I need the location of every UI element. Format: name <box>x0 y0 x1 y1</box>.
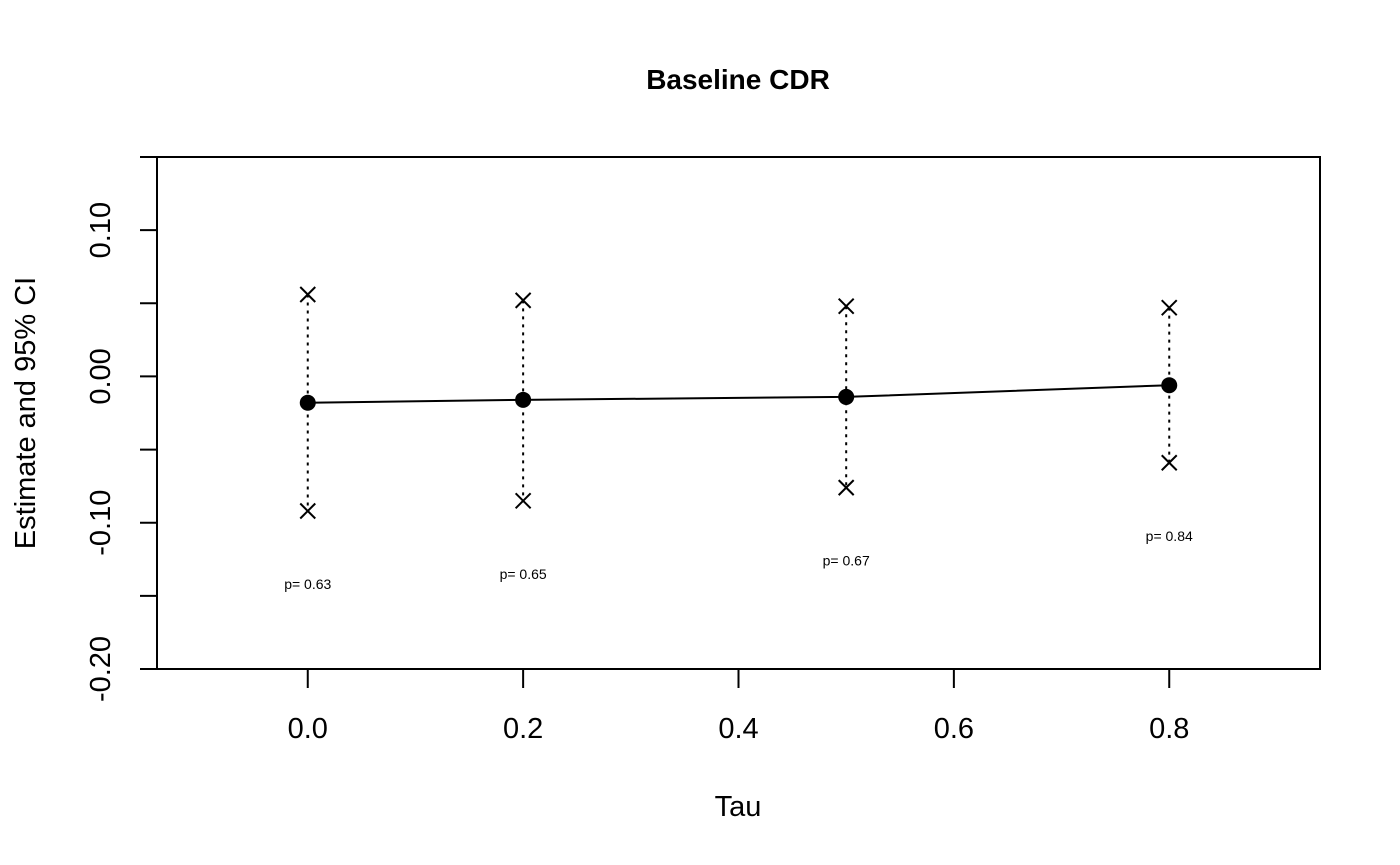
marker-stroke <box>1161 454 1178 471</box>
x-tick-label: 0.4 <box>718 713 758 745</box>
marker-stroke <box>514 292 532 309</box>
x-tick-label: 0.8 <box>1149 713 1189 745</box>
y-tick-label: 0.00 <box>85 348 117 404</box>
p-value-label: p= 0.84 <box>1146 528 1193 544</box>
ci-upper-marker <box>837 298 855 315</box>
ci-lower-marker <box>514 492 532 509</box>
marker-stroke <box>837 298 855 315</box>
x-tick-label: 0.2 <box>503 713 543 745</box>
y-axis: -0.20 -0.10 0.00 0.10 <box>85 156 157 702</box>
ci-lower-marker <box>1161 454 1178 471</box>
y-tick-label: -0.20 <box>85 636 117 702</box>
estimate-points <box>299 377 1178 411</box>
estimate-series <box>307 384 1170 404</box>
ci-markers <box>299 286 1178 520</box>
p-value-label: p= 0.63 <box>284 576 331 592</box>
marker-stroke <box>514 492 532 509</box>
estimate-point <box>515 391 532 408</box>
x-axis-label: Tau <box>715 791 762 823</box>
estimate-line <box>307 384 1170 404</box>
marker-stroke <box>299 286 316 303</box>
ci-upper-marker <box>514 292 532 309</box>
ci-lines <box>306 294 1171 512</box>
x-tick-label: 0.6 <box>934 713 974 745</box>
x-tick-label: 0.0 <box>288 713 328 745</box>
y-axis-label: Estimate and 95% CI <box>10 277 42 549</box>
marker-stroke <box>299 502 316 520</box>
marker-stroke <box>1161 299 1178 316</box>
estimate-point <box>838 388 855 405</box>
x-axis: 0.0 0.2 0.4 0.6 0.8 <box>288 669 1189 745</box>
ci-lower-marker <box>837 479 855 496</box>
p-value-labels: p= 0.63 p= 0.65 p= 0.67 p= 0.84 <box>284 528 1193 592</box>
ci-upper-marker <box>299 286 316 303</box>
estimate-point <box>299 394 316 411</box>
ci-upper-marker <box>1161 299 1178 316</box>
chart-title: Baseline CDR <box>646 64 830 95</box>
p-value-label: p= 0.67 <box>823 553 870 569</box>
ci-lower-marker <box>299 502 316 520</box>
marker-stroke <box>837 479 855 496</box>
p-value-label: p= 0.65 <box>500 566 547 582</box>
y-tick-label: 0.10 <box>85 202 117 258</box>
estimate-point <box>1161 377 1178 394</box>
y-tick-label: -0.10 <box>85 490 117 556</box>
plot-frame <box>156 156 1321 670</box>
